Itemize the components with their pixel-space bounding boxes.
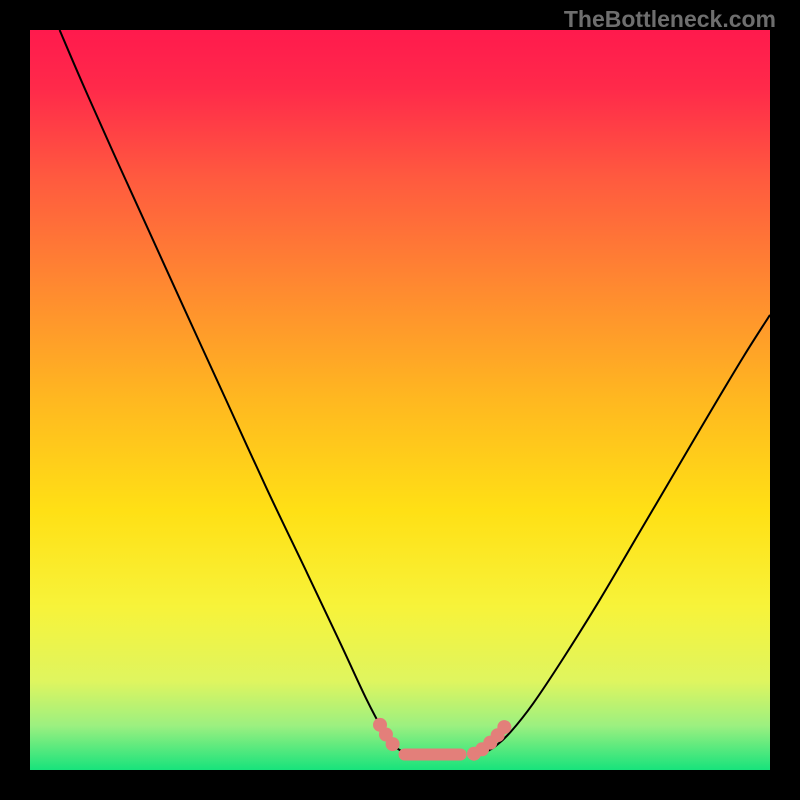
plot-area [30,30,770,770]
marker-dot-right [497,720,511,734]
chart-container: TheBottleneck.com [0,0,800,800]
chart-svg [30,30,770,770]
watermark-text: TheBottleneck.com [564,6,776,33]
marker-flat-segment [399,748,467,760]
marker-dot-left [373,718,387,732]
gradient-background [30,30,770,770]
